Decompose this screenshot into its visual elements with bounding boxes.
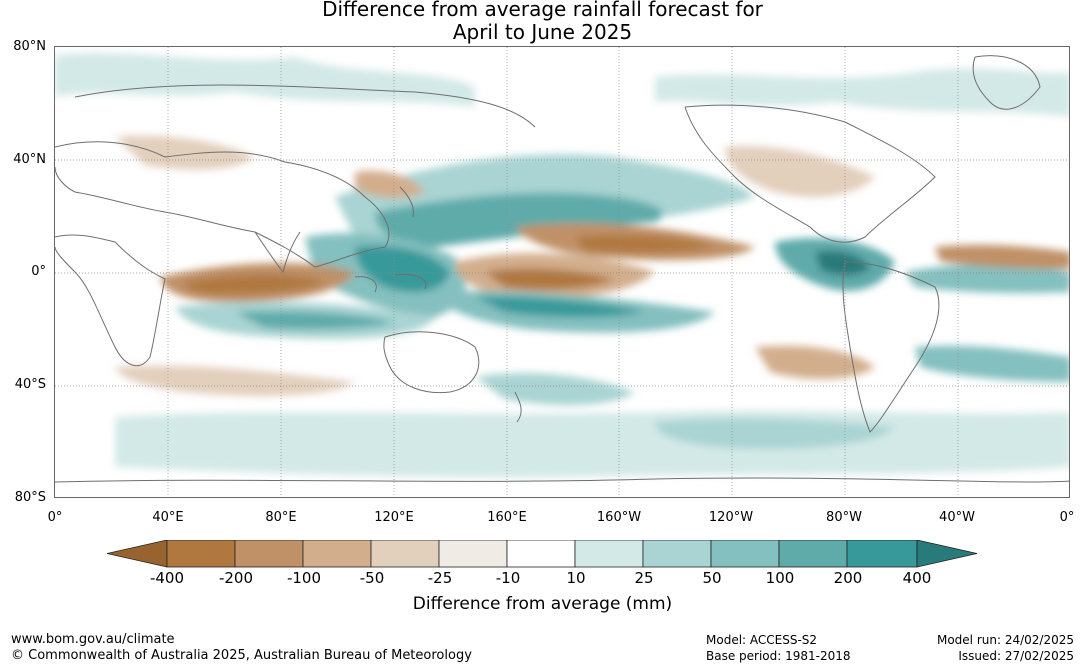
- map-title-line-2: April to June 2025: [452, 20, 633, 44]
- colorbar-segment: [506, 540, 576, 568]
- lon-label-120w: 120°W: [708, 510, 754, 525]
- lat-label-40n: 40°N: [13, 152, 46, 167]
- colorbar-segment: [574, 540, 644, 568]
- footer-model: Model: ACCESS-S2: [706, 633, 818, 647]
- colorbar-label: 200: [833, 569, 863, 587]
- lon-label-80w: 80°W: [826, 510, 862, 525]
- colorbar-segment: [438, 540, 508, 568]
- colorbar-segment: [302, 540, 372, 568]
- footer-copyright: © Commonwealth of Australia 2025, Austra…: [11, 648, 472, 663]
- colorbar-segment: [642, 540, 712, 568]
- lon-label-160e: 160°E: [487, 510, 527, 525]
- lat-label-40s: 40°S: [14, 377, 46, 392]
- coastlines: [55, 55, 1069, 483]
- colorbar-label: -400: [149, 569, 185, 587]
- colorbar-label: 100: [765, 569, 795, 587]
- map-title-line-1: Difference from average rainfall forecas…: [322, 0, 763, 21]
- colorbar-segment: [778, 540, 848, 568]
- colorbar-segment: [710, 540, 780, 568]
- rainfall-anomaly-map: [54, 46, 1070, 498]
- footer-model-run: Model run: 24/02/2025: [936, 633, 1074, 647]
- colorbar: [107, 540, 978, 568]
- footer-base-period: Base period: 1981-2018: [706, 649, 851, 663]
- colorbar-segment: [370, 540, 440, 568]
- lon-label-40w: 40°W: [939, 510, 975, 525]
- map-svg: [55, 47, 1069, 497]
- colorbar-label: 50: [702, 569, 722, 587]
- colorbar-label: 10: [566, 569, 586, 587]
- colorbar-label: 400: [902, 569, 932, 587]
- lat-label-equator: 0°: [31, 264, 46, 279]
- lon-label-0-left: 0°: [47, 510, 63, 525]
- colorbar-label: -200: [218, 569, 254, 587]
- colorbar-label: 25: [634, 569, 654, 587]
- colorbar-label: -100: [286, 569, 322, 587]
- lon-label-80e: 80°E: [265, 510, 297, 525]
- colorbar-title: Difference from average (mm): [412, 594, 673, 614]
- graticule: [55, 47, 1069, 497]
- colorbar-segment: [107, 540, 168, 568]
- colorbar-label: -25: [427, 569, 453, 587]
- lat-label-80s: 80°S: [14, 490, 46, 505]
- footer-issued: Issued: 27/02/2025: [958, 649, 1074, 663]
- anomaly-shading: [55, 53, 1069, 478]
- colorbar-segment: [846, 540, 918, 568]
- lon-label-160w: 160°W: [596, 510, 642, 525]
- colorbar-label: -10: [495, 569, 521, 587]
- colorbar-segment: [916, 540, 978, 568]
- lon-label-40e: 40°E: [152, 510, 184, 525]
- colorbar-segment: [234, 540, 304, 568]
- colorbar-label: -50: [359, 569, 385, 587]
- footer-website: www.bom.gov.au/climate: [11, 632, 175, 647]
- lon-label-120e: 120°E: [374, 510, 414, 525]
- colorbar-segment: [166, 540, 236, 568]
- lon-label-0-right: 0°: [1059, 510, 1075, 525]
- lat-label-80n: 80°N: [13, 39, 46, 54]
